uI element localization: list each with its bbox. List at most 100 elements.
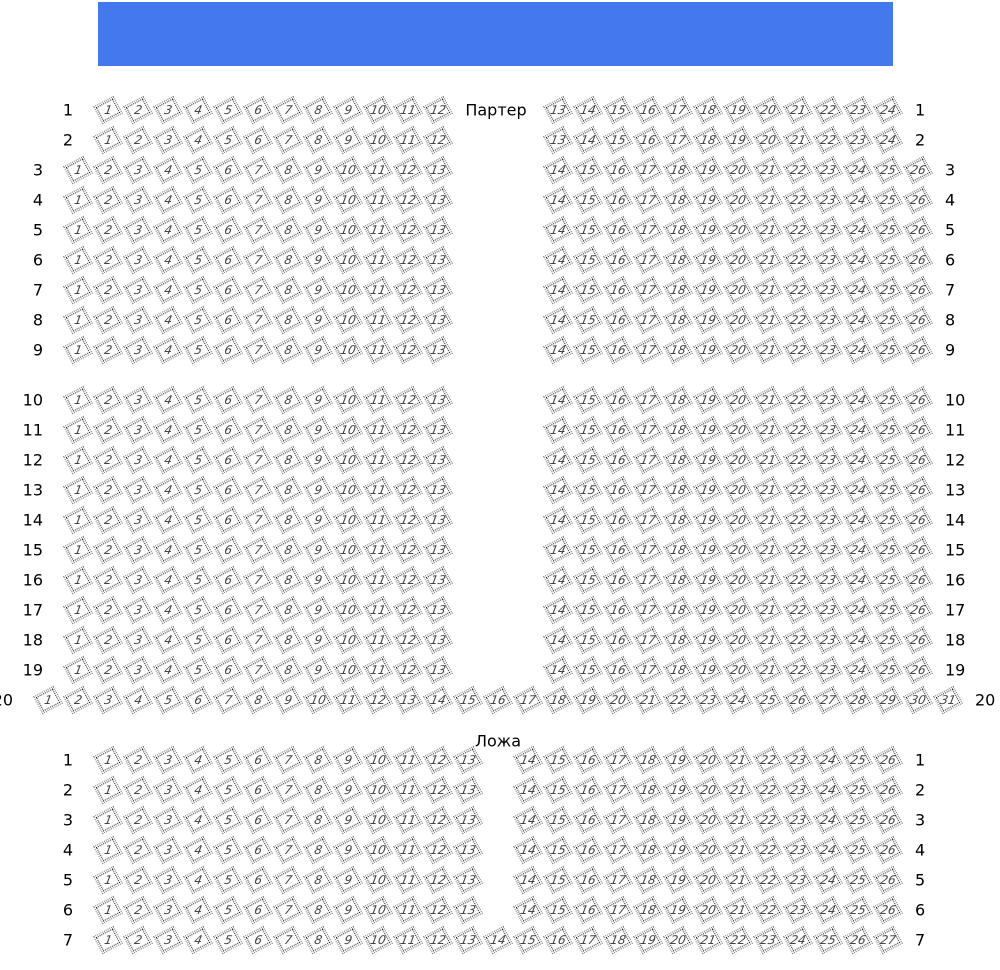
seat[interactable]: 17 [603, 805, 633, 835]
seat[interactable]: 22 [783, 415, 813, 445]
seat[interactable]: 22 [663, 685, 693, 715]
seat[interactable]: 25 [873, 565, 903, 595]
seat[interactable]: 11 [363, 565, 393, 595]
seat[interactable]: 11 [363, 305, 393, 335]
seat[interactable]: 11 [363, 245, 393, 275]
seat[interactable]: 7 [273, 835, 303, 865]
seat[interactable]: 6 [243, 805, 273, 835]
seat[interactable]: 8 [303, 95, 333, 125]
seat[interactable]: 8 [303, 125, 333, 155]
seat[interactable]: 5 [183, 445, 213, 475]
seat[interactable]: 15 [543, 805, 573, 835]
seat[interactable]: 17 [633, 155, 663, 185]
seat[interactable]: 23 [813, 505, 843, 535]
seat[interactable]: 3 [123, 535, 153, 565]
seat[interactable]: 16 [483, 685, 513, 715]
seat[interactable]: 18 [693, 95, 723, 125]
seat[interactable]: 9 [303, 275, 333, 305]
seat[interactable]: 24 [873, 95, 903, 125]
seat[interactable]: 5 [183, 625, 213, 655]
seat[interactable]: 11 [363, 445, 393, 475]
seat[interactable]: 22 [783, 275, 813, 305]
seat[interactable]: 5 [213, 95, 243, 125]
seat[interactable]: 14 [543, 305, 573, 335]
seat[interactable]: 2 [93, 335, 123, 365]
seat[interactable]: 19 [663, 865, 693, 895]
seat[interactable]: 3 [153, 95, 183, 125]
seat[interactable]: 11 [393, 925, 423, 955]
seat[interactable]: 1 [93, 125, 123, 155]
seat[interactable]: 14 [513, 865, 543, 895]
seat[interactable]: 26 [843, 925, 873, 955]
seat[interactable]: 2 [123, 835, 153, 865]
seat[interactable]: 10 [333, 155, 363, 185]
seat[interactable]: 19 [633, 925, 663, 955]
seat[interactable]: 2 [123, 805, 153, 835]
seat[interactable]: 18 [663, 655, 693, 685]
seat[interactable]: 17 [633, 245, 663, 275]
seat[interactable]: 20 [723, 505, 753, 535]
seat[interactable]: 10 [333, 625, 363, 655]
seat[interactable]: 1 [63, 445, 93, 475]
seat[interactable]: 5 [213, 125, 243, 155]
seat[interactable]: 5 [183, 415, 213, 445]
seat[interactable]: 2 [93, 245, 123, 275]
seat[interactable]: 16 [573, 835, 603, 865]
seat[interactable]: 16 [603, 415, 633, 445]
seat[interactable]: 6 [243, 835, 273, 865]
seat[interactable]: 21 [753, 155, 783, 185]
seat[interactable]: 5 [183, 215, 213, 245]
seat[interactable]: 13 [423, 155, 453, 185]
seat[interactable]: 17 [513, 685, 543, 715]
seat[interactable]: 1 [63, 475, 93, 505]
seat[interactable]: 6 [213, 215, 243, 245]
seat[interactable]: 18 [663, 625, 693, 655]
seat[interactable]: 15 [573, 335, 603, 365]
seat[interactable]: 5 [213, 895, 243, 925]
seat[interactable]: 26 [903, 565, 933, 595]
seat[interactable]: 22 [783, 505, 813, 535]
seat[interactable]: 21 [723, 745, 753, 775]
seat[interactable]: 25 [873, 625, 903, 655]
seat[interactable]: 25 [873, 505, 903, 535]
seat[interactable]: 26 [873, 805, 903, 835]
seat[interactable]: 18 [663, 185, 693, 215]
seat[interactable]: 11 [393, 125, 423, 155]
seat[interactable]: 23 [813, 335, 843, 365]
seat[interactable]: 10 [333, 275, 363, 305]
seat[interactable]: 7 [273, 805, 303, 835]
seat[interactable]: 22 [753, 895, 783, 925]
seat[interactable]: 7 [273, 775, 303, 805]
seat[interactable]: 16 [603, 185, 633, 215]
seat[interactable]: 17 [633, 385, 663, 415]
seat[interactable]: 2 [93, 155, 123, 185]
seat[interactable]: 21 [753, 335, 783, 365]
seat[interactable]: 21 [723, 865, 753, 895]
seat[interactable]: 3 [153, 865, 183, 895]
seat[interactable]: 2 [93, 445, 123, 475]
seat[interactable]: 21 [723, 835, 753, 865]
seat[interactable]: 10 [333, 475, 363, 505]
seat[interactable]: 12 [393, 275, 423, 305]
seat[interactable]: 23 [783, 805, 813, 835]
seat[interactable]: 14 [543, 215, 573, 245]
seat[interactable]: 22 [783, 335, 813, 365]
seat[interactable]: 19 [573, 685, 603, 715]
seat[interactable]: 11 [363, 275, 393, 305]
seat[interactable]: 16 [603, 565, 633, 595]
seat[interactable]: 13 [423, 445, 453, 475]
seat[interactable]: 13 [423, 215, 453, 245]
seat[interactable]: 19 [693, 475, 723, 505]
seat[interactable]: 22 [783, 215, 813, 245]
seat[interactable]: 10 [333, 245, 363, 275]
seat[interactable]: 30 [903, 685, 933, 715]
seat[interactable]: 12 [393, 155, 423, 185]
seat[interactable]: 26 [903, 385, 933, 415]
seat[interactable]: 15 [573, 445, 603, 475]
seat[interactable]: 26 [903, 475, 933, 505]
seat[interactable]: 7 [273, 895, 303, 925]
seat[interactable]: 20 [723, 625, 753, 655]
seat[interactable]: 28 [843, 685, 873, 715]
seat[interactable]: 4 [183, 775, 213, 805]
seat[interactable]: 15 [453, 685, 483, 715]
